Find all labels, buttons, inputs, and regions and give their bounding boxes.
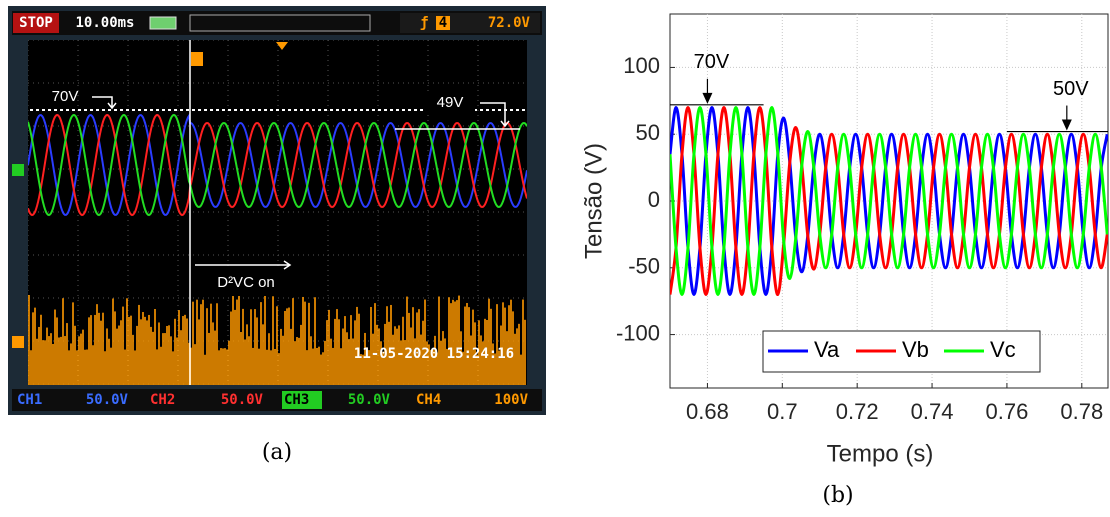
scope-traces	[28, 40, 527, 385]
channel-scale: 100V	[494, 392, 528, 408]
x-axis-label: Tempo (s)	[827, 440, 934, 467]
legend-label: Vb	[902, 337, 929, 362]
ch3-marker	[12, 164, 24, 176]
annotation-70v: 70V	[52, 88, 79, 105]
y-axis-label: Tensão (V)	[580, 143, 607, 259]
legend-label: Vc	[990, 337, 1016, 362]
scope-trace	[28, 113, 527, 217]
series-line	[670, 105, 1108, 297]
scope-timebase: 10.00ms	[75, 15, 134, 31]
series-line	[670, 105, 1108, 297]
y-tick-label: 100	[623, 53, 660, 78]
y-tick-label: -100	[616, 320, 660, 345]
x-tick-label: 0.68	[686, 399, 729, 424]
status-box	[13, 13, 59, 33]
x-tick-label: 0.76	[986, 399, 1029, 424]
y-tick-label: -50	[628, 254, 660, 279]
channel-name: CH3	[284, 392, 309, 408]
channel-scale: 50.0V	[221, 392, 264, 408]
scope-bottom-bar	[12, 389, 542, 411]
channel-scale: 50.0V	[86, 392, 129, 408]
trigger-window	[189, 14, 371, 32]
t-marker	[191, 52, 203, 66]
label-bg	[200, 270, 295, 296]
y-tick-label: 50	[636, 120, 660, 145]
trigger-channel-box	[436, 16, 450, 30]
ch3-box	[282, 391, 322, 409]
channel-name: CH4	[416, 392, 441, 408]
x-tick-label: 0.74	[911, 399, 954, 424]
scope-trace	[28, 113, 527, 217]
arrow-70v	[92, 96, 117, 110]
arrow-d2vc	[195, 260, 292, 270]
channel-name: CH2	[150, 392, 175, 408]
scope-status: STOP	[19, 15, 53, 31]
arrow-head	[702, 92, 713, 104]
oscilloscope-screenshot: STOP 10.00ms ƒ 4 72.0V 70V 49V D²VC on 1…	[8, 6, 546, 415]
x-tick-label: 0.78	[1060, 399, 1103, 424]
scope-timestamp: 11-05-2020 15:24:16	[354, 346, 514, 362]
channel-scale: 50.0V	[348, 392, 391, 408]
annotation-d2vc: D²VC on	[217, 274, 275, 291]
caption-b: (b)	[822, 483, 853, 508]
ch4-marker	[12, 336, 24, 348]
arrow-head	[1061, 119, 1072, 131]
scope-trace	[28, 113, 527, 216]
trigger-level: 72.0V	[488, 15, 531, 31]
y-tick-label: 0	[648, 187, 660, 212]
annotation-49v: 49V	[437, 94, 464, 111]
trigger-channel: 4	[439, 15, 447, 31]
annotation-text: 50V	[1053, 78, 1089, 100]
trigger-edge: ƒ	[420, 15, 428, 31]
channel-bar: CH1 50.0V CH2 50.0V CH3 50.0V CH4 100V	[17, 391, 529, 409]
battery-icon	[149, 16, 177, 30]
arrow-49v	[480, 102, 510, 128]
annotation-text: 70V	[694, 51, 730, 73]
plot-layer	[670, 104, 1108, 297]
legend-label: Va	[814, 337, 840, 362]
channel-name: CH1	[17, 392, 42, 408]
caption-a: (a)	[262, 440, 292, 465]
label-bg	[425, 92, 475, 114]
legend-box	[762, 330, 1041, 373]
x-tick-label: 0.72	[836, 399, 879, 424]
trigger-marker	[276, 42, 288, 50]
x-tick-label: 0.7	[767, 399, 798, 424]
legend: Va Vb Vc	[762, 330, 1041, 373]
trigger-box	[400, 13, 540, 33]
